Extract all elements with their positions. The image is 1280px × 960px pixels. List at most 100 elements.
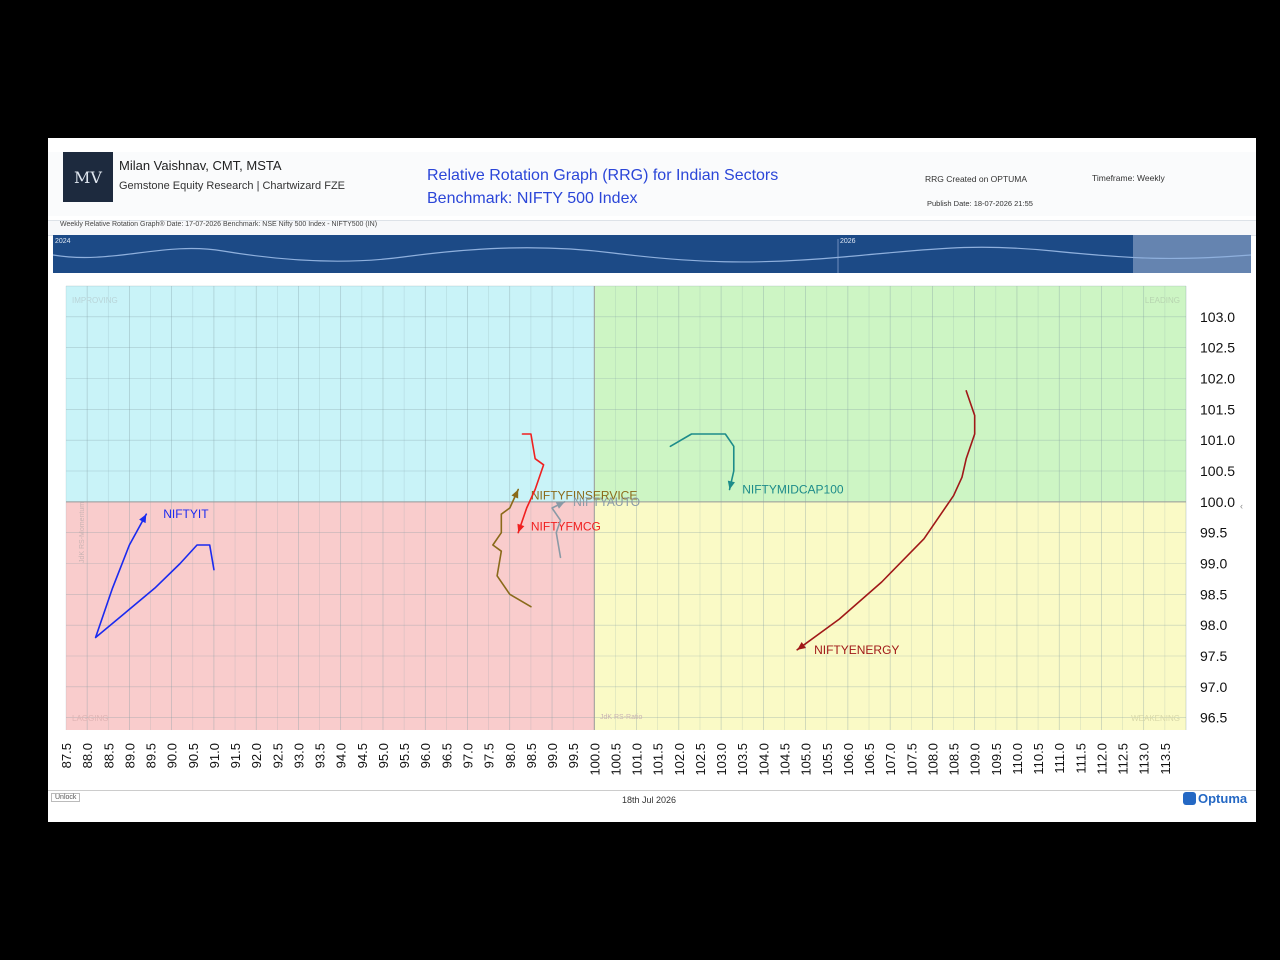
x-tick-label: 99.5 bbox=[566, 743, 581, 768]
y-tick-label: 96.5 bbox=[1200, 710, 1227, 726]
x-tick-label: 103.0 bbox=[714, 743, 729, 776]
date-navigator[interactable]: 2024 2026 bbox=[53, 235, 1251, 273]
x-tick-label: 101.0 bbox=[630, 743, 645, 776]
x-tick-label: 94.5 bbox=[355, 743, 370, 768]
quadrant-label-improving: IMPROVING bbox=[72, 296, 118, 305]
rrg-card: MV Milan Vaishnav, CMT, MSTA Gemstone Eq… bbox=[48, 138, 1256, 822]
firm-name: Gemstone Equity Research | Chartwizard F… bbox=[119, 180, 345, 192]
x-tick-label: 104.5 bbox=[777, 743, 792, 776]
x-tick-label: 107.5 bbox=[904, 743, 919, 776]
x-tick-label: 106.0 bbox=[841, 743, 856, 776]
optuma-brand: Optuma bbox=[1183, 791, 1247, 806]
x-tick-label: 91.0 bbox=[207, 743, 222, 768]
trail-head-niftyfmcg bbox=[517, 523, 525, 533]
series-label-niftymidcap100: NIFTYMIDCAP100 bbox=[742, 483, 844, 497]
x-tick-label: 96.5 bbox=[439, 743, 454, 768]
quadrant-lagging bbox=[66, 501, 595, 730]
x-tick-label: 113.0 bbox=[1137, 743, 1152, 775]
x-tick-label: 88.5 bbox=[101, 743, 116, 768]
y-axis-label: JdK RS-Momentum bbox=[79, 502, 86, 563]
y-tick-label: 101.0 bbox=[1200, 432, 1235, 448]
trail-head-niftyfinservice bbox=[511, 489, 519, 499]
x-tick-label: 92.5 bbox=[270, 743, 285, 768]
y-tick-label: 97.5 bbox=[1200, 648, 1227, 664]
y-tick-label: 103.0 bbox=[1200, 309, 1235, 325]
navigator-selection[interactable] bbox=[1133, 235, 1251, 273]
trail-niftyfmcg bbox=[517, 433, 545, 534]
x-tick-label: 111.5 bbox=[1073, 743, 1088, 774]
y-tick-label: 100.0 bbox=[1200, 494, 1235, 510]
series-label-niftyfmcg: NIFTYFMCG bbox=[531, 520, 601, 534]
trail-head-niftymidcap100 bbox=[727, 480, 735, 490]
x-tick-label: 105.5 bbox=[820, 743, 835, 776]
trail-head-niftyit bbox=[139, 514, 147, 524]
x-tick-label: 113.5 bbox=[1158, 743, 1173, 775]
x-tick-label: 94.0 bbox=[334, 743, 349, 768]
quadrant-label-weakening: WEAKENING bbox=[1131, 714, 1180, 723]
x-tick-label: 103.5 bbox=[735, 743, 750, 776]
trail-niftyenergy bbox=[796, 390, 976, 651]
info-bar-text: Weekly Relative Rotation Graph® Date: 17… bbox=[60, 221, 378, 228]
x-tick-label: 102.5 bbox=[693, 743, 708, 776]
x-tick-label: 111.0 bbox=[1052, 743, 1067, 774]
author-name: Milan Vaishnav, CMT, MSTA bbox=[119, 158, 282, 173]
x-tick-label: 107.0 bbox=[883, 743, 898, 776]
y-tick-label: 98.5 bbox=[1200, 586, 1227, 602]
x-tick-label: 112.5 bbox=[1116, 743, 1131, 775]
x-tick-label: 110.0 bbox=[1010, 743, 1025, 775]
navigator-year-label: 2024 bbox=[55, 238, 71, 245]
y-tick-label: 98.0 bbox=[1200, 617, 1227, 633]
trail-head-niftyauto bbox=[555, 501, 565, 509]
footer-bar bbox=[48, 790, 1256, 813]
navigator-background bbox=[53, 235, 1251, 273]
quadrant-label-leading: LEADING bbox=[1145, 296, 1180, 305]
x-tick-label: 90.0 bbox=[165, 743, 180, 768]
quadrant-label-lagging: LAGGING bbox=[72, 714, 108, 723]
navigator-line bbox=[53, 246, 1251, 263]
publish-date: Publish Date: 18-07-2026 21:55 bbox=[927, 199, 1033, 208]
x-tick-label: 100.0 bbox=[587, 743, 602, 776]
x-tick-label: 110.5 bbox=[1031, 743, 1046, 775]
trail-niftymidcap100 bbox=[669, 433, 735, 491]
x-tick-label: 100.5 bbox=[608, 743, 623, 776]
x-tick-label: 108.0 bbox=[925, 743, 940, 776]
x-tick-label: 99.0 bbox=[545, 743, 560, 768]
x-tick-label: 104.0 bbox=[756, 743, 771, 776]
logo-icon: MV bbox=[63, 152, 113, 202]
optuma-logo-icon bbox=[1183, 792, 1196, 805]
x-tick-label: 97.5 bbox=[482, 743, 497, 768]
trail-head-niftyenergy bbox=[797, 642, 806, 650]
series-label-niftyauto: NIFTYAUTO bbox=[573, 495, 640, 509]
y-tick-label: 99.0 bbox=[1200, 556, 1227, 572]
x-tick-label: 97.0 bbox=[461, 743, 476, 768]
x-tick-label: 106.5 bbox=[862, 743, 877, 776]
series-label-niftyfinservice: NIFTYFINSERVICE bbox=[531, 489, 637, 503]
rrg-plot: NIFTYIT NIFTYFINSERVICE NIFTYFMCG NIFTYAUTO… bbox=[59, 285, 1243, 776]
x-tick-label: 88.0 bbox=[80, 743, 95, 768]
y-tick-label: 102.0 bbox=[1200, 371, 1235, 387]
x-tick-label: 96.0 bbox=[418, 743, 433, 768]
x-tick-label: 98.0 bbox=[503, 743, 518, 768]
x-tick-label: 95.5 bbox=[397, 743, 412, 768]
footer-date: 18th Jul 2026 bbox=[622, 795, 677, 805]
footer-left-label[interactable]: Unlock bbox=[51, 793, 81, 802]
x-tick-label: 95.0 bbox=[376, 743, 391, 768]
created-on: RRG Created on OPTUMA bbox=[925, 174, 1028, 184]
scroll-right-icon[interactable]: ‹ bbox=[1240, 501, 1243, 511]
x-tick-label: 89.0 bbox=[122, 743, 137, 768]
x-tick-label: 109.0 bbox=[968, 743, 983, 776]
y-tick-label: 100.5 bbox=[1200, 463, 1235, 479]
x-axis-label: JdK RS-Ratio bbox=[600, 714, 643, 721]
x-tick-label: 101.5 bbox=[651, 743, 666, 776]
y-tick-label: 99.5 bbox=[1200, 525, 1227, 541]
y-tick-label: 102.5 bbox=[1200, 340, 1235, 356]
optuma-brand-text: Optuma bbox=[1198, 791, 1248, 806]
series-label-niftyit: NIFTYIT bbox=[163, 507, 209, 521]
x-tick-label: 93.5 bbox=[313, 743, 328, 768]
x-tick-label: 89.5 bbox=[144, 743, 159, 768]
x-tick-label: 98.5 bbox=[524, 743, 539, 768]
x-tick-label: 102.0 bbox=[672, 743, 687, 776]
navigator-year-label: 2026 bbox=[840, 238, 856, 245]
y-tick-label: 101.5 bbox=[1200, 401, 1235, 417]
x-tick-label: 91.5 bbox=[228, 743, 243, 768]
